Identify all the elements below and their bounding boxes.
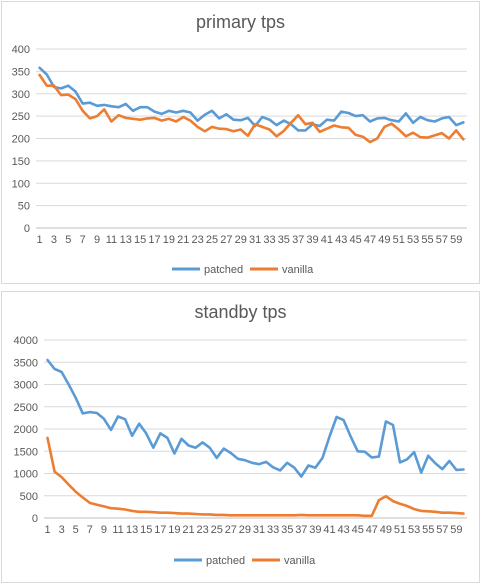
x-tick-label: 39 [309,524,321,536]
x-tick-label: 7 [80,234,86,246]
legend-item-vanilla: vanilla [250,264,314,276]
x-tick-label: 57 [436,234,448,246]
x-tick-label: 31 [249,234,261,246]
y-tick-label: 500 [20,491,38,503]
x-tick-label: 37 [292,234,304,246]
x-tick-label: 17 [154,524,166,536]
y-tick-label: 4000 [14,335,38,347]
legend-label: vanilla [282,264,314,276]
x-tick-label: 25 [211,524,223,536]
x-tick-label: 23 [192,234,204,246]
x-tick-label: 47 [364,234,376,246]
x-tick-label: 47 [366,524,378,536]
y-tick-label: 400 [12,44,30,56]
series-line-vanilla [46,436,465,518]
legend-item-patched: patched [172,264,243,276]
x-tick-label: 57 [436,524,448,536]
x-tick-label: 15 [134,234,146,246]
series-line-vanilla [38,73,465,144]
x-tick-label: 11 [112,524,123,536]
x-tick-label: 35 [278,234,290,246]
x-tick-label: 49 [378,234,390,246]
chart-primary-tps: primary tps 0 50 100 150 200 250 300 350 400 1 3 5 7… [1,1,480,284]
x-tick-label: 19 [168,524,180,536]
y-tick-label: 2000 [14,424,38,436]
x-tick-label: 55 [421,234,433,246]
x-tick-label: 21 [177,234,189,246]
x-tick-label: 53 [408,524,420,536]
y-tick-label: 50 [18,201,30,213]
x-tick-label: 45 [350,234,362,246]
x-tick-label: 51 [394,524,406,536]
y-tick-label: 2500 [14,402,38,414]
y-tick-label: 1500 [14,446,38,458]
x-tick-label: 39 [306,234,318,246]
legend-label: patched [204,264,243,276]
y-tick-label: 0 [32,513,38,525]
x-tick-label: 35 [281,524,293,536]
x-tick-label: 53 [407,234,419,246]
legend-label: patched [206,555,245,567]
x-tick-label: 5 [73,524,79,536]
x-tick-label: 9 [101,524,107,536]
x-tick-label: 29 [235,234,247,246]
chart-standby-tps: standby tps 0 500 1000 1500 2000 2500 3000 3500… [1,291,480,583]
x-tick-label: 3 [59,524,65,536]
legend-label: vanilla [284,555,316,567]
x-tick-label: 25 [206,234,218,246]
x-tick-label: 21 [182,524,194,536]
x-tick-label: 41 [323,524,335,536]
chart-title: primary tps [195,12,285,32]
y-tick-label: 0 [24,223,30,235]
x-tick-label: 19 [163,234,175,246]
x-tick-label: 11 [106,234,117,246]
y-tick-label: 250 [12,111,30,123]
x-tick-label: 23 [197,524,209,536]
x-tick-label: 33 [263,234,275,246]
x-tick-label: 41 [321,234,333,246]
y-tick-label: 1000 [14,469,38,481]
x-tick-label: 31 [253,524,265,536]
x-tick-label: 1 [44,524,50,536]
x-tick-label: 5 [65,234,71,246]
y-tick-label: 3000 [14,380,38,392]
x-tick-label: 17 [148,234,160,246]
x-tick-label: 13 [126,524,138,536]
series-line-patched [46,358,465,478]
series-line-patched [38,66,465,132]
x-tick-label: 55 [422,524,434,536]
x-tick-label: 7 [87,524,93,536]
y-tick-label: 150 [12,156,30,168]
y-tick-label: 100 [12,178,30,190]
y-tick-label: 300 [12,89,30,101]
y-tick-label: 350 [12,66,30,78]
x-tick-label: 15 [140,524,152,536]
x-tick-label: 51 [393,234,405,246]
x-tick-label: 1 [37,234,43,246]
x-tick-label: 37 [295,524,307,536]
legend-item-vanilla: vanilla [252,555,316,567]
x-tick-label: 43 [335,234,347,246]
x-tick-label: 33 [267,524,279,536]
x-tick-label: 59 [450,234,462,246]
chart-title: standby tps [194,302,287,322]
legend-item-patched: patched [174,555,245,567]
x-tick-label: 59 [450,524,462,536]
x-tick-label: 49 [380,524,392,536]
x-tick-label: 9 [94,234,100,246]
x-tick-label: 45 [352,524,364,536]
y-tick-label: 200 [12,134,30,146]
x-tick-label: 29 [239,524,251,536]
x-tick-label: 13 [120,234,132,246]
x-tick-label: 3 [51,234,57,246]
x-tick-label: 27 [220,234,232,246]
y-tick-label: 3500 [14,357,38,369]
x-tick-label: 43 [338,524,350,536]
x-tick-label: 27 [225,524,237,536]
